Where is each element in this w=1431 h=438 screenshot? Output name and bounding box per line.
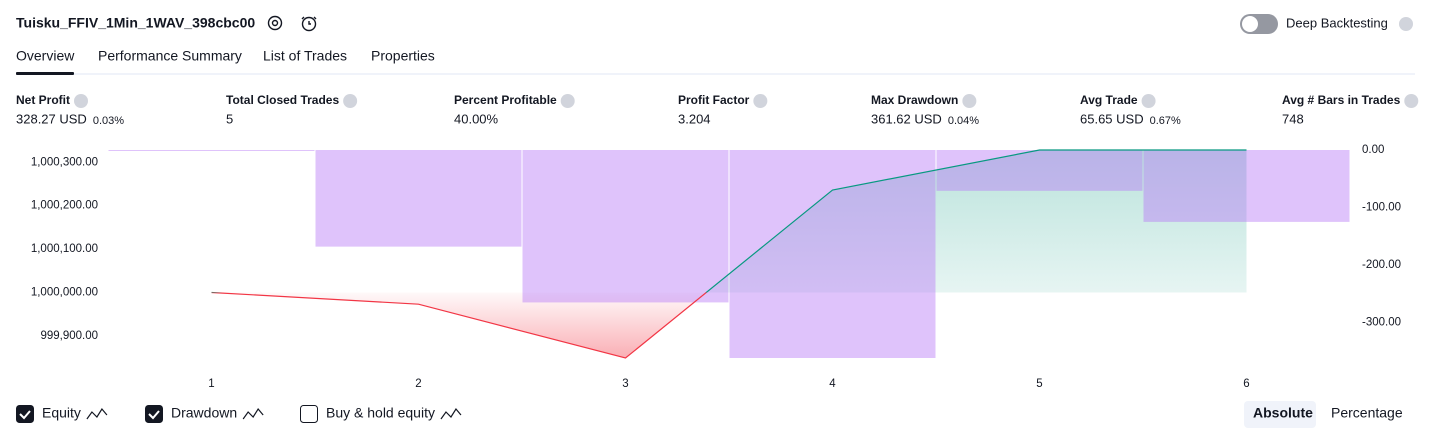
info-icon (1141, 94, 1156, 108)
y2-tick-label: -100.00 (1362, 202, 1401, 214)
checkbox-box[interactable] (145, 405, 163, 423)
drawdown-bar (936, 150, 1143, 191)
tab[interactable]: List of Trades (263, 48, 347, 64)
checkbox-label: Drawdown (171, 405, 237, 421)
info-icon (962, 94, 977, 108)
y2-tick-label: -200.00 (1362, 259, 1401, 271)
deep-backtesting-toggle[interactable] (1240, 14, 1278, 34)
series-icon (440, 407, 462, 420)
y-tick-label: 1,000,300.00 (31, 156, 98, 168)
checkbox[interactable] (300, 405, 318, 423)
x-tick-label: 4 (829, 378, 836, 390)
metric-label: Total Closed Trades (226, 93, 339, 107)
checkbox[interactable] (145, 405, 163, 423)
series-icon (242, 407, 264, 420)
metric-value: 328.27 USD (16, 111, 87, 126)
info-icon (74, 94, 88, 108)
settings-icon[interactable] (267, 15, 283, 31)
metric-label: Avg # Bars in Trades (1282, 93, 1401, 107)
drawdown-bar (729, 150, 936, 358)
help-icon[interactable] (1399, 17, 1413, 31)
checkbox-box[interactable] (16, 405, 34, 423)
checkmark (19, 410, 31, 420)
tab[interactable]: Overview (16, 48, 75, 64)
checkbox[interactable] (16, 405, 34, 423)
metric-label: Profit Factor (678, 93, 750, 107)
metric-value: 3.204 (678, 111, 711, 126)
strategy-title: Tuisku_FFIV_1Min_1WAV_398cbc00 (16, 15, 255, 31)
metric-label: Net Profit (16, 93, 70, 107)
x-tick-label: 6 (1243, 378, 1249, 390)
mode-selected-bg (1244, 401, 1316, 428)
y2-tick-label: -300.00 (1362, 317, 1401, 329)
x-tick-label: 3 (622, 378, 628, 390)
checkbox-label: Buy & hold equity (326, 405, 435, 421)
metric-label: Percent Profitable (454, 93, 557, 107)
alert-icon[interactable] (301, 16, 317, 32)
series-icon (86, 407, 108, 420)
y-tick-label: 1,000,000.00 (31, 286, 98, 298)
active-tab-underline (16, 72, 74, 75)
drawdown-bar (108, 150, 315, 151)
checkbox-box[interactable] (300, 405, 318, 423)
x-tick-label: 2 (415, 378, 421, 390)
checkbox-label: Equity (42, 405, 81, 421)
equity-area (211, 150, 1247, 358)
info-icon (753, 94, 768, 108)
drawdown-bar (1143, 150, 1350, 222)
metric-value: 40.00% (454, 111, 499, 126)
metric-percent: 0.04% (948, 115, 979, 127)
metric-percent: 0.03% (93, 115, 124, 127)
tab-divider (16, 73, 1415, 75)
drawdown-bar (522, 150, 729, 303)
info-icon (560, 94, 575, 108)
metric-value: 361.62 USD (871, 111, 942, 126)
metric-percent: 0.67% (1150, 115, 1181, 127)
y-tick-label: 1,000,200.00 (31, 200, 98, 212)
x-tick-label: 5 (1036, 378, 1042, 390)
metric-value: 748 (1282, 111, 1304, 126)
y2-tick-label: 0.00 (1362, 144, 1384, 156)
info-icon (1404, 94, 1419, 108)
y-tick-label: 1,000,100.00 (31, 243, 98, 255)
checkmark (148, 410, 160, 420)
metric-label: Max Drawdown (871, 93, 958, 107)
mode-button[interactable]: Percentage (1331, 405, 1403, 421)
metric-label: Avg Trade (1080, 93, 1138, 107)
tab[interactable]: Properties (371, 48, 435, 64)
toggle-label: Deep Backtesting (1286, 15, 1388, 30)
info-icon (343, 94, 358, 108)
tab[interactable]: Performance Summary (98, 48, 242, 64)
mode-button[interactable]: Absolute (1253, 405, 1313, 421)
drawdown-bar (315, 150, 522, 247)
metric-value: 65.65 USD (1080, 111, 1144, 126)
x-tick-label: 1 (208, 378, 214, 390)
y-tick-label: 999,900.00 (40, 330, 98, 342)
metric-value: 5 (226, 111, 233, 126)
equity-line (211, 149, 1247, 359)
